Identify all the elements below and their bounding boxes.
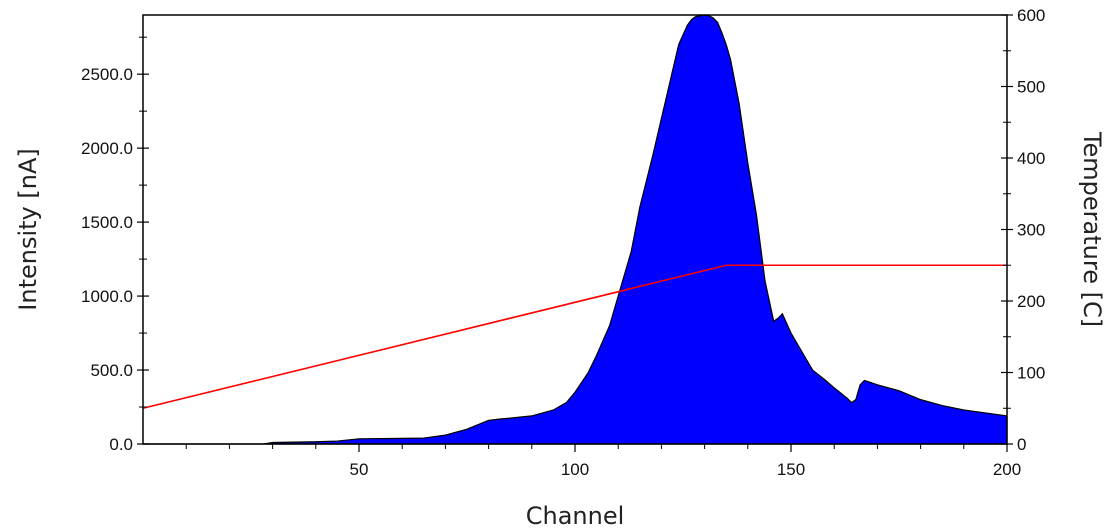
y-tick-label: 0.0	[109, 435, 133, 454]
y2-tick-label: 200	[1017, 292, 1045, 311]
y-tick-label: 1000.0	[81, 287, 133, 306]
y-tick-label: 2500.0	[81, 65, 133, 84]
y2-tick-label: 100	[1017, 364, 1045, 383]
intensity-area	[143, 15, 1007, 444]
y2-tick-label: 0	[1017, 435, 1026, 454]
y2-axis-label: Temperature [C]	[1078, 131, 1106, 327]
y-tick-label: 2000.0	[81, 139, 133, 158]
y-tick-label: 1500.0	[81, 213, 133, 232]
x-axis-label: Channel	[526, 502, 625, 530]
x-tick-label: 150	[777, 460, 805, 479]
y2-tick-label: 300	[1017, 221, 1045, 240]
y2-tick-label: 500	[1017, 78, 1045, 97]
y2-tick-label: 400	[1017, 149, 1045, 168]
y-tick-label: 500.0	[90, 361, 133, 380]
plot-frame	[143, 15, 1007, 444]
x-tick-label: 100	[561, 460, 589, 479]
x-tick-label: 50	[350, 460, 369, 479]
y-axis-label: Intensity [nA]	[14, 148, 42, 310]
x-tick-label: 200	[993, 460, 1021, 479]
y2-tick-label: 600	[1017, 6, 1045, 25]
